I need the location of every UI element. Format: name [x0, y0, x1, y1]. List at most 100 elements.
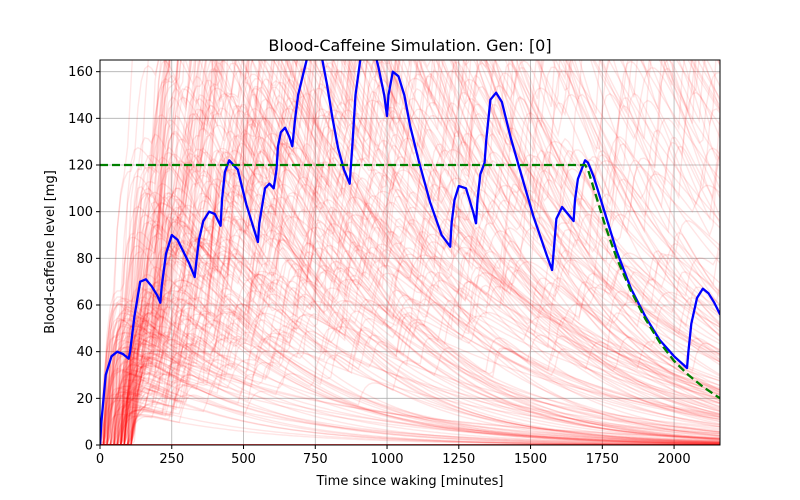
population-curve: [100, 60, 720, 445]
x-axis-label: Time since waking [minutes]: [316, 474, 504, 489]
population-curve: [100, 60, 720, 445]
population-curve: [100, 372, 720, 445]
population-curve: [100, 68, 720, 445]
population-curve: [100, 60, 720, 445]
population-curve: [100, 60, 720, 445]
population-curve: [100, 69, 720, 445]
population-curve: [100, 175, 720, 445]
population-curve: [100, 60, 720, 445]
population-curve: [100, 60, 720, 445]
population-curve: [100, 334, 720, 445]
population-curve: [100, 60, 696, 445]
population-curve: [100, 279, 720, 445]
population-curve: [100, 60, 720, 445]
population-curve: [100, 208, 720, 445]
population-curve: [100, 253, 720, 445]
population-curve: [100, 60, 720, 445]
population-curve: [100, 60, 720, 445]
population-curve: [100, 146, 720, 445]
population-curve: [100, 408, 720, 445]
population-curve: [100, 60, 720, 445]
population-curve: [100, 306, 720, 445]
population-curve: [100, 60, 720, 445]
population-curve: [100, 284, 720, 445]
population-curve: [100, 118, 720, 445]
population-curve: [100, 199, 720, 445]
population-curve: [100, 60, 720, 445]
population-curve: [100, 60, 720, 445]
population-curve: [100, 109, 720, 445]
population-curve: [100, 60, 720, 445]
population-curve: [100, 159, 720, 445]
population-curve: [100, 291, 720, 445]
population-curve: [100, 167, 720, 445]
population-curve: [100, 355, 720, 445]
population-curve: [100, 60, 720, 445]
x-tick-label: 2000: [658, 452, 691, 467]
population-curve: [100, 245, 720, 445]
population-curve: [100, 321, 720, 445]
population-curve: [100, 328, 720, 445]
population-curve: [100, 60, 423, 445]
population-curve: [100, 60, 720, 445]
population-curve: [100, 60, 720, 445]
population-curve: [100, 150, 720, 445]
best-series-line: [100, 60, 720, 445]
population-curve: [100, 60, 720, 445]
population-curve: [100, 60, 720, 445]
population-curve: [100, 60, 720, 445]
population-curve: [100, 60, 720, 445]
population-curve: [100, 60, 720, 445]
population-curve: [100, 313, 720, 445]
population-curve: [100, 60, 720, 445]
population-curve: [100, 60, 720, 445]
population-curve: [100, 60, 720, 445]
population-curve: [100, 238, 720, 445]
population-curve: [100, 60, 720, 445]
population-curve: [100, 60, 720, 445]
population-curve: [100, 60, 720, 445]
population-curve: [100, 98, 720, 445]
population-curve: [100, 60, 720, 445]
population-curve: [100, 60, 720, 445]
population-curve: [100, 358, 720, 445]
population-curve: [100, 302, 720, 445]
population-curve: [100, 60, 413, 445]
population-curve: [100, 60, 720, 445]
population-curve: [100, 142, 720, 445]
population-curve: [100, 60, 720, 445]
population-curve: [100, 92, 720, 445]
population-curve: [100, 211, 720, 445]
population-curve: [100, 182, 720, 445]
population-curve: [100, 205, 720, 445]
population-curve: [100, 60, 720, 445]
population-curve: [100, 60, 720, 445]
population-curve: [100, 60, 720, 445]
population-curve: [100, 60, 720, 445]
population-curve: [100, 387, 720, 445]
population-curve: [100, 60, 720, 445]
population-curve: [100, 188, 720, 445]
y-tick-label: 0: [85, 439, 93, 454]
population-curve: [100, 60, 720, 445]
y-tick-label: 140: [68, 112, 93, 127]
population-curve: [100, 69, 720, 445]
population-curve: [100, 373, 720, 445]
population-curve: [100, 60, 720, 445]
population-curve: [100, 60, 720, 445]
population-curve: [100, 88, 720, 445]
population-curve: [100, 60, 720, 445]
population-curve: [100, 60, 720, 445]
population-curve: [100, 196, 720, 445]
y-tick-label: 100: [68, 205, 93, 220]
x-tick-label: 0: [96, 452, 104, 467]
population-curve: [100, 129, 720, 445]
population-curve: [100, 197, 720, 445]
population-curve: [100, 60, 720, 445]
x-tick-label: 1750: [586, 452, 619, 467]
population-curve: [100, 269, 720, 445]
population-curve: [100, 228, 720, 445]
population-curve: [100, 60, 720, 445]
population-curve: [100, 241, 720, 445]
